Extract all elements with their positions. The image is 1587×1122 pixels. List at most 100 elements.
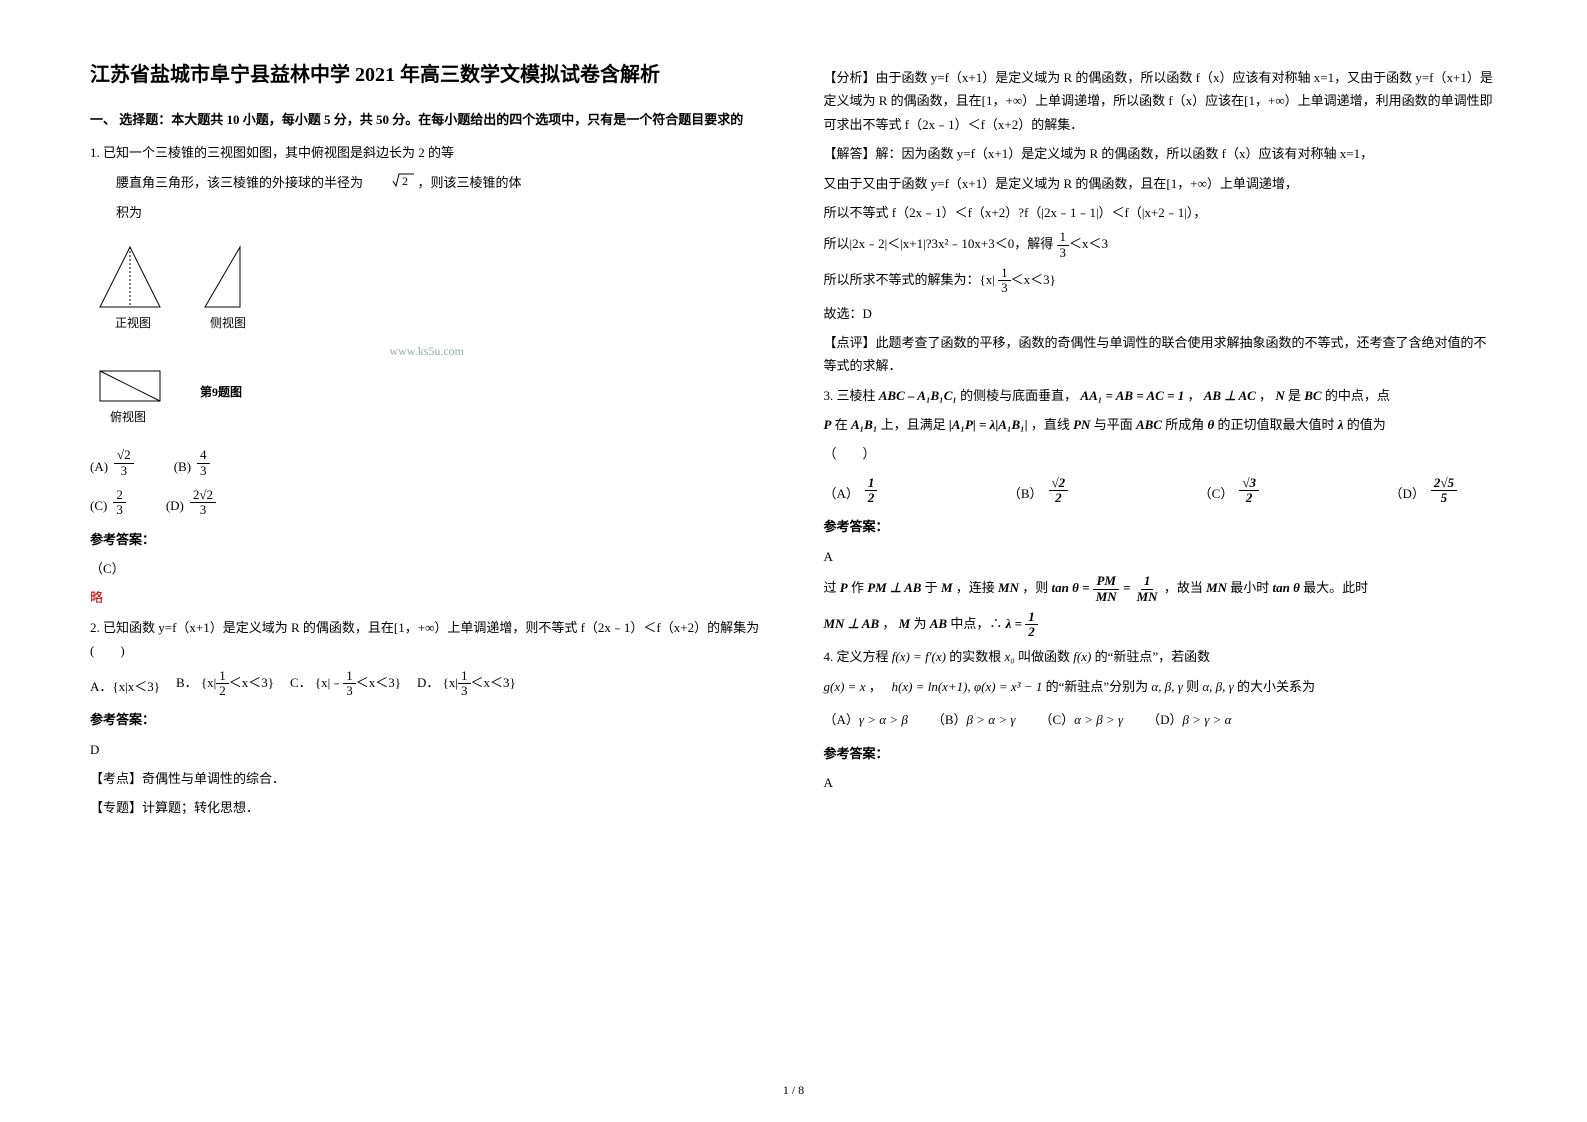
left-column: 江苏省盐城市阜宁县益林中学 2021 年高三数学文模拟试卷含解析 一、 选择题：… — [90, 60, 764, 826]
q1-c-num: 2 — [113, 488, 126, 503]
q4-a-lbl: （A） — [824, 712, 859, 727]
q3-td1: MN — [1093, 590, 1120, 604]
q3-l2f: 所成角 — [1165, 417, 1207, 432]
q3-t12: λ — [1338, 417, 1344, 432]
q3-e: 是 — [1288, 388, 1304, 403]
q1-d-den: 3 — [197, 503, 210, 517]
q3-t10: ABC — [1136, 417, 1162, 432]
q1-options-row2: (C) 23 (D) 2√23 — [90, 488, 764, 518]
q3-d-num: 2√5 — [1431, 476, 1457, 491]
q4-d-lbl: （D） — [1147, 712, 1182, 727]
q1-answer-label: 参考答案： — [90, 528, 764, 551]
q3-c-num: √3 — [1239, 476, 1259, 491]
q3-eb: 作 — [851, 580, 867, 595]
q4-x0: x₀ — [1004, 649, 1014, 664]
q2-j4-num: 1 — [1057, 230, 1070, 245]
q1-option-b: (B) 43 — [174, 448, 210, 478]
q3-b-num: √2 — [1049, 476, 1069, 491]
q4-options: （A）γ > α > β （B）β > α > γ （C）α > β > γ （… — [824, 708, 1498, 731]
q3-teq: = — [1123, 580, 1130, 595]
q2-b-den: 2 — [216, 684, 229, 698]
q3-e5: MN — [1206, 580, 1227, 595]
q3-l2c: 上，且满足 — [881, 417, 946, 432]
q4-l2d: 的“新驻点”分别为 — [1046, 679, 1152, 694]
q2-guxuan: 故选：D — [824, 302, 1498, 325]
q3-ed: ，连接 — [956, 580, 995, 595]
q2-j4-den: 3 — [1057, 246, 1070, 260]
q1-answer: （C） — [90, 557, 764, 580]
q1-stem-line2-a: 腰直角三角形，该三棱锥的外接球的半径为 — [116, 175, 363, 190]
q3-option-d: （D） 2√55 — [1389, 476, 1457, 506]
q2-j5-suf: ＜x＜3 — [1011, 272, 1050, 287]
q2-jieda4: 所以|2x﹣2|＜|x+1|?3x²﹣10x+3＜0，解得 13＜x＜3 — [824, 230, 1498, 260]
q4-b-val: β > α > γ — [967, 712, 1016, 727]
q3-c-den: 2 — [1243, 491, 1256, 505]
q2-j5-num: 1 — [998, 266, 1011, 281]
q3-e3: M — [941, 580, 953, 595]
q2-options: A．{x|x＜3} B． {x|12＜x＜3} C． {x|﹣13＜x＜3} D… — [90, 669, 764, 699]
q2-c-den: 3 — [343, 684, 356, 698]
q2-zhuanti: 【专题】计算题；转化思想． — [90, 796, 764, 819]
q3-ec: 于 — [925, 580, 938, 595]
q2-option-b: B． {x|12＜x＜3} — [176, 669, 274, 699]
q3-l2g: 的正切值取最大值时 — [1217, 417, 1337, 432]
q1-option-c: (C) 23 — [90, 488, 126, 518]
right-column: 【分析】由于函数 y=f（x+1）是定义域为 R 的偶函数，所以函数 f（x）应… — [824, 60, 1498, 826]
svg-text:侧视图: 侧视图 — [210, 315, 246, 330]
q3-e6: tan θ — [1273, 580, 1300, 595]
q4-s1b: 的实数根 — [949, 649, 1004, 664]
q3-x2d: 为 — [913, 616, 926, 631]
q3-b-den: 2 — [1052, 491, 1065, 505]
q3-l2d: ，直线 — [1031, 417, 1073, 432]
q2-jieda2: 又由于又由于函数 y=f（x+1）是定义域为 R 的偶函数，且在[1，+∞）上单… — [824, 172, 1498, 195]
q3-c-lbl: （C） — [1199, 482, 1234, 505]
q3-ef: ，故当 — [1164, 580, 1206, 595]
q3-c: ， — [1188, 388, 1201, 403]
q3-b-lbl: （B） — [1008, 482, 1043, 505]
q3-tn1: PM — [1093, 574, 1119, 589]
q3-e4: MN — [998, 580, 1019, 595]
q2-option-c: C． {x|﹣13＜x＜3} — [290, 669, 401, 699]
q3-l2b: 在 — [835, 417, 851, 432]
q4-c-lbl: （C） — [1040, 712, 1075, 727]
q2-d-num: 1 — [458, 669, 471, 684]
q3-option-a: （A） 12 — [824, 476, 878, 506]
q1-opt-c-label: (C) — [90, 494, 107, 517]
q2-d-den: 3 — [458, 684, 471, 698]
q4-option-d: （D）β > γ > α — [1147, 708, 1231, 731]
q3-explain-2: MN ⊥ AB ， M 为 AB 中点，∴ λ = 12 — [824, 610, 1498, 640]
q3-t1: ABC – A₁B₁C₁ — [879, 388, 957, 403]
q4-l2a: g(x) = x — [824, 679, 866, 694]
q3-x2e: AB — [930, 616, 947, 631]
q2-fenxi: 【分析】由于函数 y=f（x+1）是定义域为 R 的偶函数，所以函数 f（x）应… — [824, 66, 1498, 136]
q2-j5-pre: 所以所求不等式的解集为：{x| — [824, 272, 995, 287]
q1-option-a: (A) √23 — [90, 448, 134, 478]
q3-answer-label: 参考答案： — [824, 515, 1498, 538]
q4-b-lbl: （B） — [932, 712, 967, 727]
q2-b-num: 1 — [216, 669, 229, 684]
q2-kaodian: 【考点】奇偶性与单调性的综合． — [90, 767, 764, 790]
q2-d-pre: D． — [417, 674, 439, 689]
page-title: 江苏省盐城市阜宁县益林中学 2021 年高三数学文模拟试卷含解析 — [90, 60, 764, 90]
q4-f2: f(x) — [1073, 649, 1091, 664]
q3-x2f: 中点，∴ — [950, 616, 1005, 631]
q3-a: 3. 三棱柱 — [824, 388, 876, 403]
q3-tn2: 1 — [1141, 574, 1154, 589]
q3-answer: A — [824, 545, 1498, 568]
q3-d: ， — [1259, 388, 1272, 403]
q3-t8: |A₁P| = λ|A₁B₁| — [949, 417, 1028, 432]
q4-l2b: ， — [869, 679, 889, 694]
q1-b-num: 4 — [197, 448, 210, 463]
svg-text:2: 2 — [402, 174, 408, 188]
q4-option-c: （C）α > β > γ — [1040, 708, 1124, 731]
q3-l2h: 的值为 — [1347, 417, 1386, 432]
page-number: 1 / 8 — [0, 1080, 1587, 1102]
q2-c-pre: C． — [290, 674, 312, 689]
q3-stem-line2: P 在 A₁B₁ 上，且满足 |A₁P| = λ|A₁B₁| ，直线 PN 与平… — [824, 413, 1498, 436]
q3-a-den: 2 — [865, 491, 878, 505]
q1-option-d: (D) 2√23 — [166, 488, 216, 518]
q1-opt-d-label: (D) — [166, 494, 184, 517]
q3-t11: θ — [1207, 417, 1214, 432]
q4-a-val: γ > α > β — [859, 712, 908, 727]
q2-j5-end: } — [1050, 272, 1056, 287]
